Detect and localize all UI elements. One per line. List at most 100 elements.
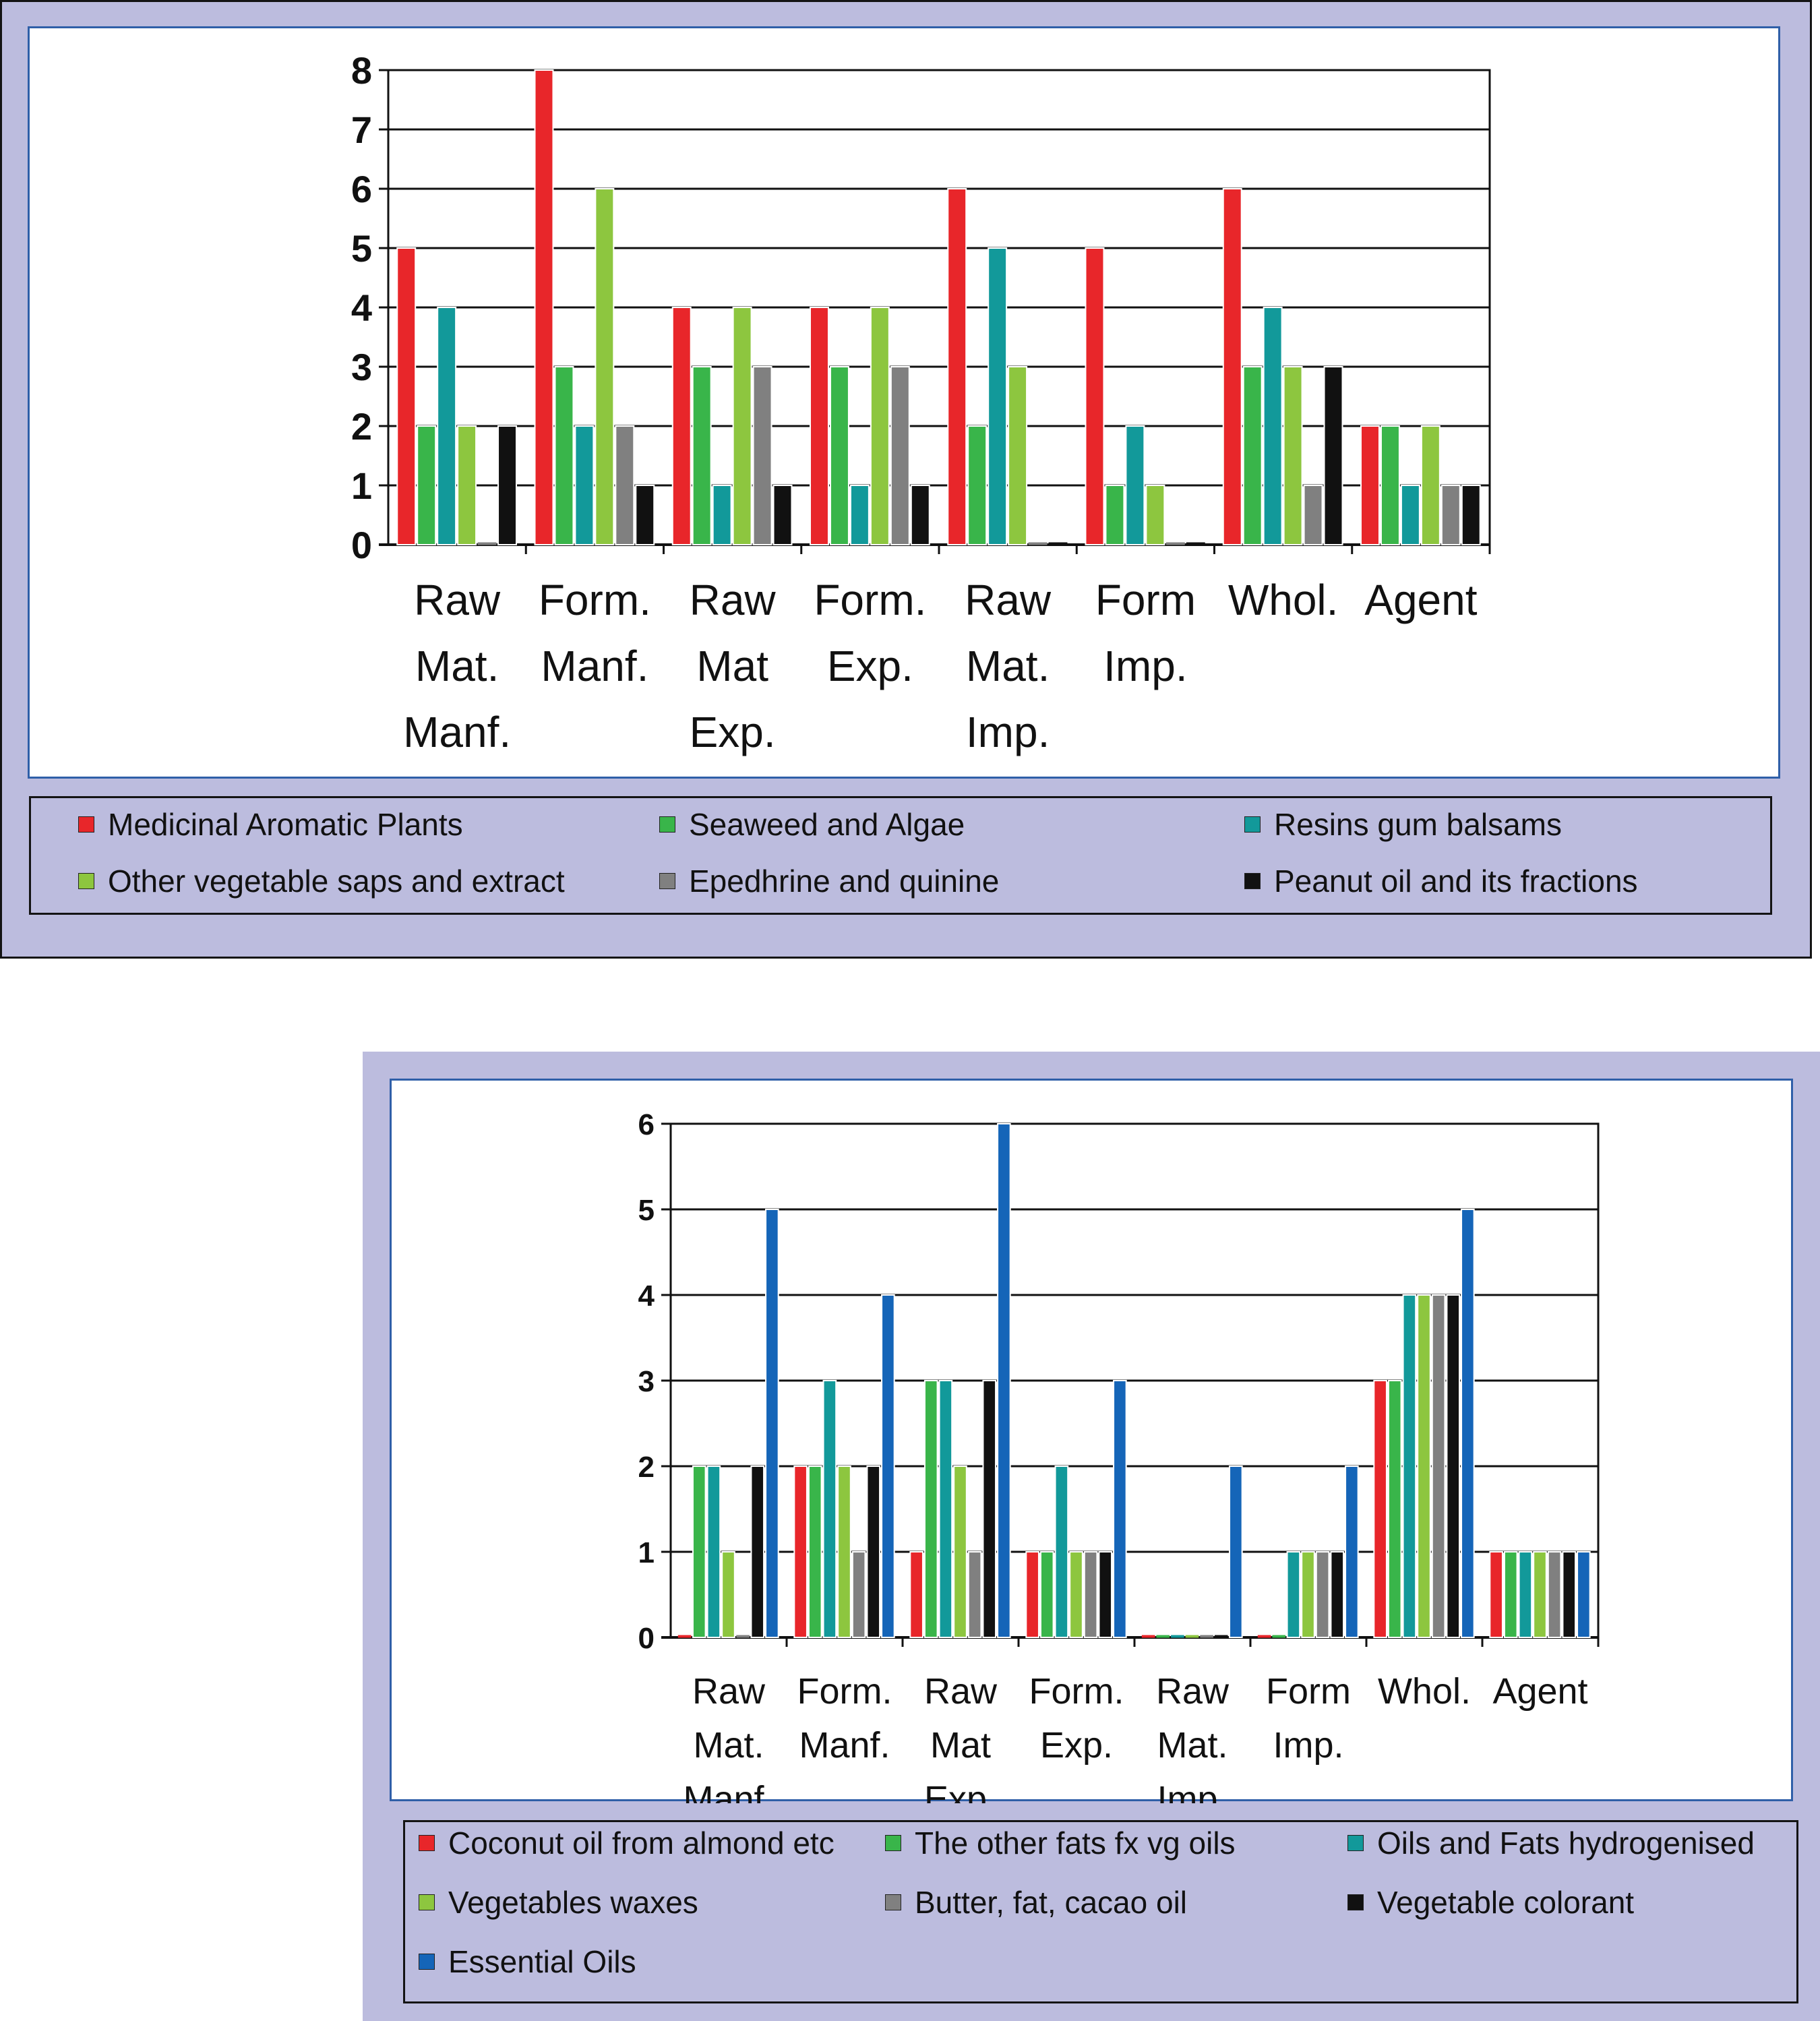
bar: [615, 425, 635, 545]
x-category-label: Whol.: [1228, 576, 1339, 624]
x-category-label: Raw: [690, 576, 777, 624]
bar: [1156, 1635, 1170, 1638]
legend-swatch: [659, 873, 675, 889]
bar: [1345, 1466, 1359, 1638]
bar: [1185, 1635, 1199, 1638]
x-category-label: Imp.: [1157, 1779, 1227, 1803]
y-tick-label: 8: [351, 49, 372, 92]
x-category-label: Manf.: [541, 642, 648, 690]
bar: [477, 542, 497, 545]
x-category-label: Mat: [696, 642, 768, 690]
bar: [1085, 247, 1105, 545]
x-category-label: Form.: [539, 576, 651, 624]
x-category-label: Exp.: [1040, 1725, 1113, 1766]
legend-swatch: [419, 1835, 435, 1851]
bar: [396, 247, 417, 545]
legend-item: Resins gum balsams: [1244, 806, 1562, 843]
bar: [1054, 1466, 1069, 1638]
x-category-label: Mat.: [966, 642, 1050, 690]
bar: [1562, 1551, 1577, 1638]
legend-swatch: [1244, 816, 1261, 833]
x-category-label: Form.: [814, 576, 926, 624]
bar: [1380, 425, 1400, 545]
bar: [635, 485, 655, 545]
chart-panel-2: 0 1 2 3 4 5 6 Raw Mat. Manf. Form. Manf. Raw Mat Exp. F…: [363, 1052, 1820, 2021]
bar: [1008, 366, 1028, 545]
bar: [1098, 1551, 1113, 1638]
legend-item: Peanut oil and its fractions: [1244, 863, 1638, 899]
x-category-label: Agent: [1364, 576, 1477, 624]
y-tick-label: 4: [638, 1279, 655, 1313]
bar: [1286, 1551, 1301, 1638]
bar: [938, 1380, 953, 1638]
x-category-label: Mat: [930, 1725, 991, 1766]
bar: [1301, 1551, 1315, 1638]
x-category-label: Mat.: [693, 1725, 764, 1766]
bar: [1242, 366, 1263, 545]
y-tick-label: 6: [351, 168, 372, 210]
y-tick-label: 1: [638, 1536, 655, 1569]
bar: [1145, 485, 1165, 545]
y-tick-label: 0: [351, 524, 372, 566]
bar: [1547, 1551, 1562, 1638]
x-category-label: Exp.: [690, 708, 776, 756]
legend-label: The other fats fx vg oils: [915, 1826, 1236, 1861]
legend-label: Other vegetable saps and extract: [108, 864, 565, 899]
x-category-label: Form.: [1029, 1671, 1124, 1712]
bar: [1402, 1294, 1417, 1638]
bar: [1461, 485, 1481, 545]
y-tick-label: 2: [351, 405, 372, 448]
bar: [1257, 1635, 1271, 1638]
x-category-label: Form: [1095, 576, 1196, 624]
legend-item: Essential Oils: [419, 1943, 636, 1980]
bar: [1272, 1635, 1286, 1638]
bar: [752, 366, 772, 545]
x-category-label: Raw: [924, 1671, 998, 1712]
y-tick-label: 5: [351, 227, 372, 270]
y-tick-label: 1: [351, 464, 372, 507]
bar: [1387, 1380, 1402, 1638]
bar: [732, 307, 752, 545]
bar: [1420, 425, 1440, 545]
bar: [574, 425, 595, 545]
chart-area-2: 0 1 2 3 4 5 6 Raw Mat. Manf. Form. Manf. Raw Mat Exp. F…: [390, 1079, 1793, 1803]
bar: [1125, 425, 1145, 545]
bar: [829, 366, 849, 545]
legend-label: Essential Oils: [448, 1944, 636, 1979]
x-category-label: Mat.: [415, 642, 499, 690]
y-tick-label: 4: [351, 286, 372, 329]
x-category-label: Form: [1266, 1671, 1351, 1712]
y-tick-label: 6: [638, 1108, 655, 1141]
chart-panel-1: 0 1 2 3 4 5 6 7 8 Raw Mat. Manf. Form. Manf. Raw Mat Exp…: [0, 0, 1812, 959]
bar: [1048, 542, 1068, 545]
x-category-label: Imp.: [1103, 642, 1187, 690]
legend-item: Oils and Fats hydrogenised: [1347, 1825, 1755, 1861]
bar: [554, 366, 574, 545]
bar: [822, 1380, 837, 1638]
bar: [1113, 1380, 1127, 1638]
bar: [1105, 485, 1125, 545]
legend-swatch: [885, 1894, 901, 1910]
x-category-label: Agent: [1492, 1671, 1587, 1712]
bar: [967, 425, 988, 545]
bar: [1263, 307, 1283, 545]
legend-label: Vegetables waxes: [448, 1885, 698, 1920]
x-category-label: Imp.: [1273, 1725, 1343, 1766]
bar: [1577, 1551, 1591, 1638]
bar: [721, 1551, 735, 1638]
legend-label: Epedhrine and quinine: [689, 864, 1000, 899]
bar: [595, 188, 615, 545]
x-category-label: Raw: [414, 576, 501, 624]
bar: [677, 1635, 692, 1638]
x-category-label: Exp.: [827, 642, 913, 690]
bar: [793, 1466, 808, 1638]
bar: [1503, 1551, 1518, 1638]
bar: [1229, 1466, 1243, 1638]
bar: [947, 188, 967, 545]
bar: [1303, 485, 1323, 545]
legend-2: Coconut oil from almond etc The other fat…: [403, 1820, 1798, 2003]
bar: [866, 1466, 881, 1638]
bar: [1315, 1551, 1330, 1638]
bar: [1373, 1380, 1387, 1638]
bar: [837, 1466, 851, 1638]
